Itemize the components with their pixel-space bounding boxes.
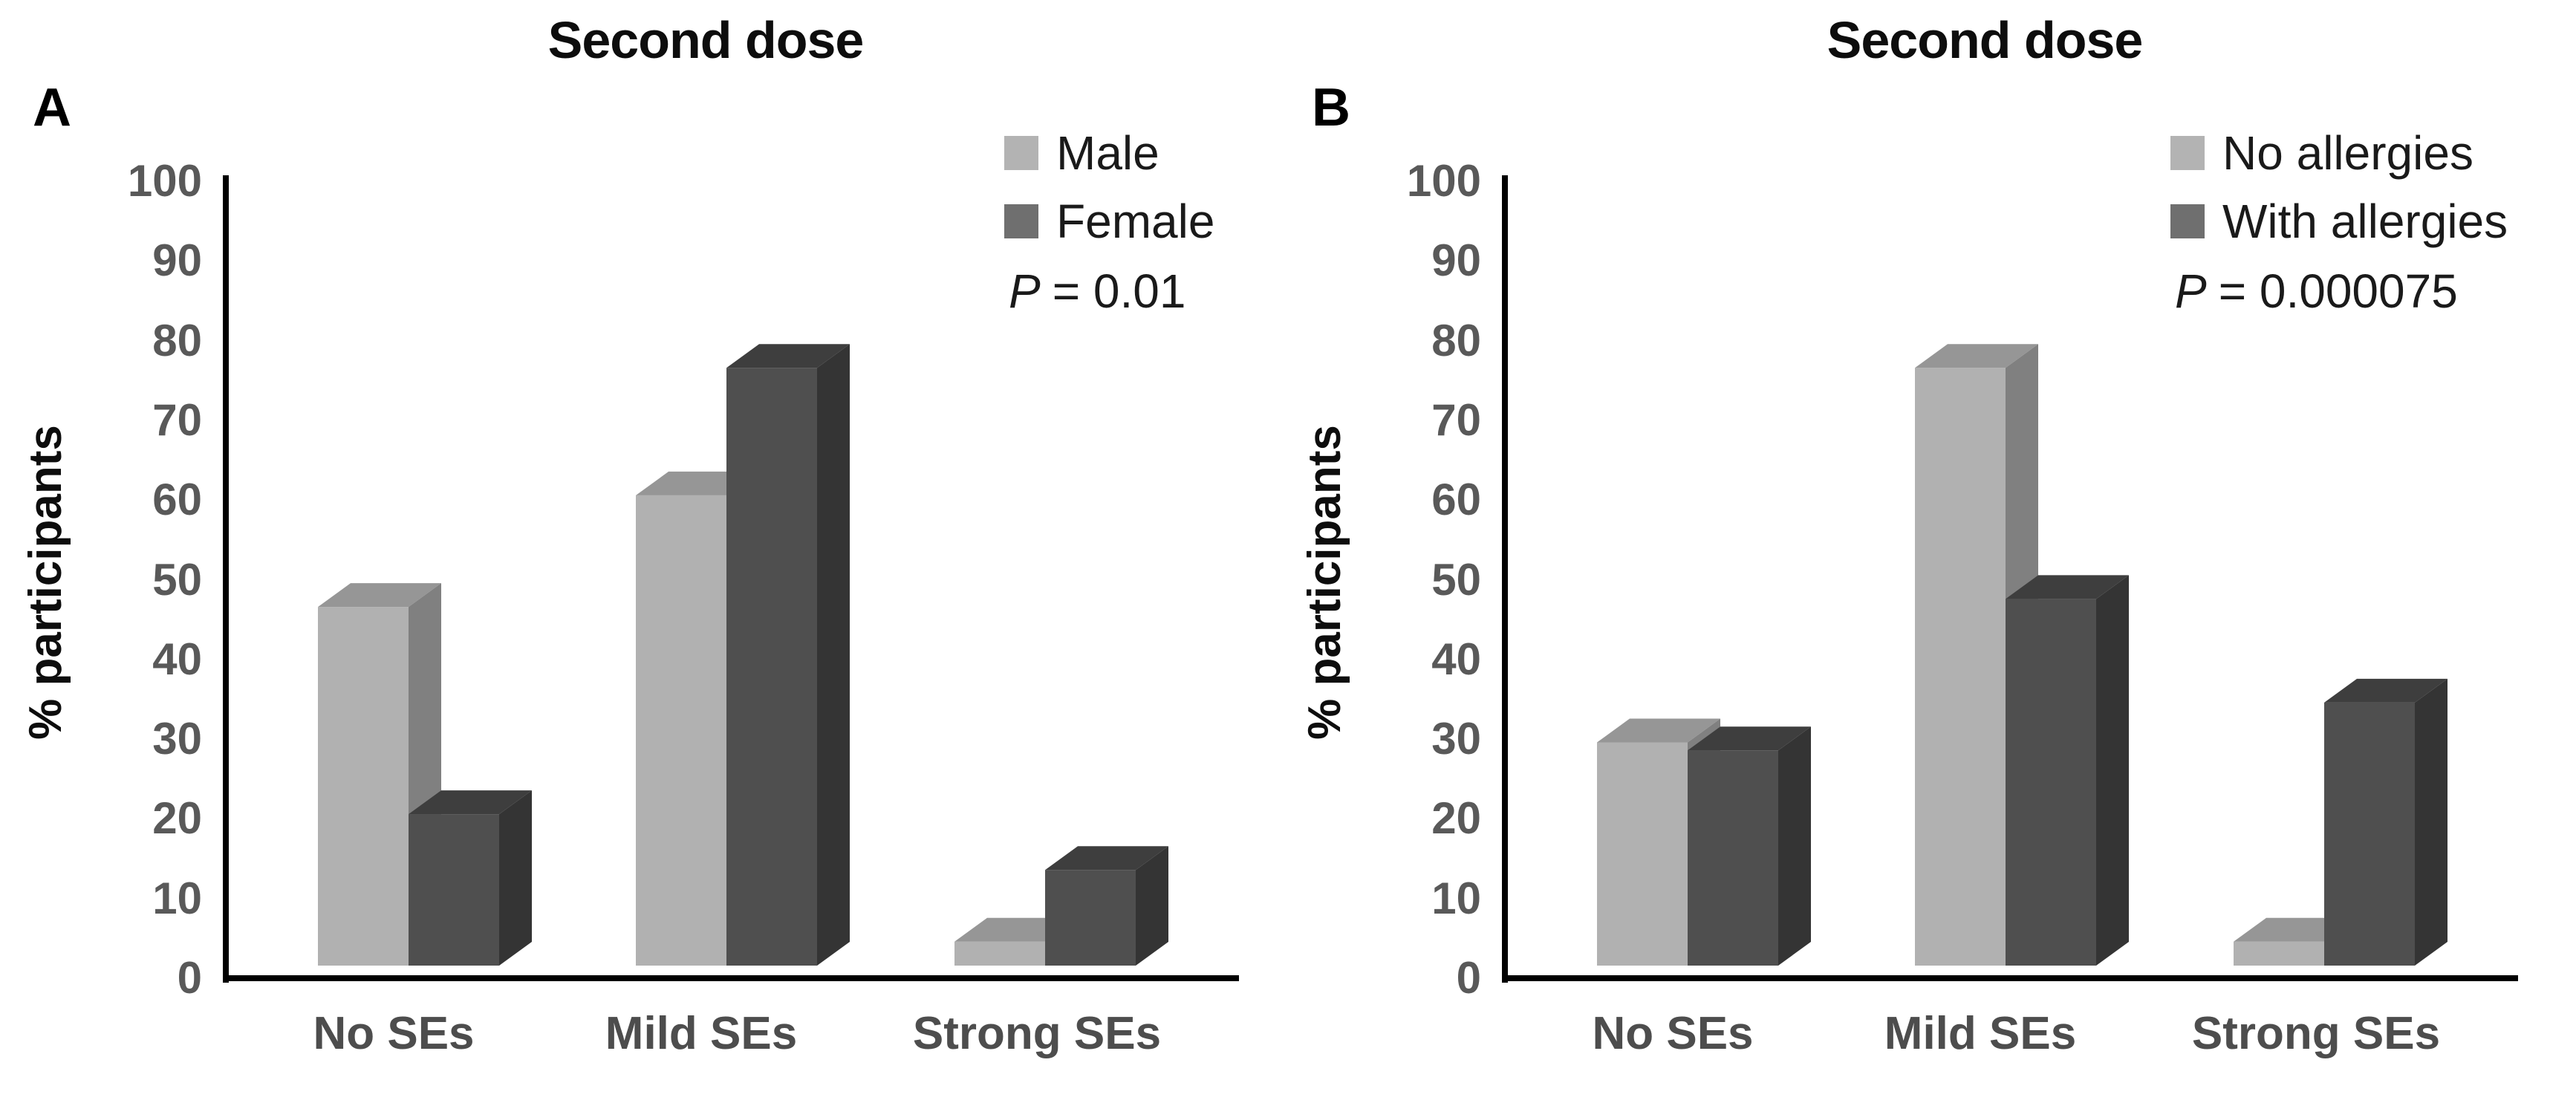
category-label: Mild SEs (1884, 1008, 2077, 1059)
legend-label: Male (1056, 126, 1159, 180)
legend-item: No allergies (2170, 119, 2508, 187)
y-tick-label: 70 (1431, 394, 1481, 445)
p-value-text: = 0.01 (1052, 264, 1186, 318)
y-tick-label: 0 (177, 953, 202, 1003)
legend-item: With allergies (2170, 187, 2508, 256)
legend: Male Female P = 0.01 (1004, 119, 1214, 327)
legend-label: Female (1056, 195, 1215, 248)
category-label: Mild SEs (605, 1008, 798, 1059)
legend: No allergies With allergies P = 0.000075 (2170, 119, 2508, 327)
bar-side-face (1778, 726, 1811, 966)
y-tick-label: 40 (152, 634, 202, 684)
legend-swatch-series-1 (1004, 136, 1038, 170)
bar-top-face (318, 583, 441, 608)
y-tick-label: 50 (1431, 554, 1481, 605)
bar-top-face (2324, 678, 2447, 703)
legend-label: No allergies (2222, 126, 2473, 180)
bar-top-face (2006, 575, 2129, 599)
chart-title: Second dose (547, 11, 865, 69)
bar-front-female (726, 368, 817, 966)
y-tick-label: 50 (152, 554, 202, 605)
legend-swatch-series-2 (1004, 204, 1038, 238)
bar-side-face (1136, 846, 1168, 966)
panel-letter: B (1312, 78, 1350, 137)
y-tick-label: 30 (1431, 714, 1481, 764)
bar-front-female (409, 814, 499, 966)
y-tick-label: 0 (1456, 953, 1481, 1003)
y-tick-label: 10 (152, 873, 202, 923)
bars-plot (1597, 344, 2447, 966)
y-axis-line (1502, 175, 1508, 983)
panel-a: Second dose A % participants Male Female… (20, 11, 1239, 1059)
bar-front-female (1045, 870, 1136, 966)
bar-side-face (2415, 678, 2447, 966)
p-value-text: = 0.000075 (2218, 264, 2458, 318)
bar-front-with-allergies (2006, 599, 2096, 966)
y-tick-label: 30 (152, 714, 202, 764)
y-tick-label: 100 (1406, 156, 1481, 206)
p-symbol: P (2175, 264, 2207, 318)
p-value-annotation: P = 0.01 (1004, 256, 1214, 327)
x-axis-line (1502, 975, 2518, 981)
bar-top-face (1915, 344, 2038, 368)
bar-top-face (1597, 718, 1720, 743)
bar-front-male (954, 941, 1045, 966)
bar-front-no-allergies (1597, 742, 1688, 966)
p-value-annotation: P = 0.000075 (2170, 256, 2508, 327)
y-tick-label: 20 (1431, 793, 1481, 844)
category-label: Strong SEs (2191, 1008, 2441, 1059)
bar-top-face (1045, 846, 1168, 871)
bar-side-face (2096, 575, 2129, 966)
bar-side-face (817, 344, 850, 966)
legend-swatch-series-1 (2170, 136, 2205, 170)
bar-top-face (409, 790, 532, 815)
p-symbol: P (1009, 264, 1041, 318)
y-tick-label: 40 (1431, 634, 1481, 684)
bar-top-face (1688, 726, 1811, 751)
legend-swatch-series-2 (2170, 204, 2205, 238)
panel-b: Second dose B % participants No allergie… (1279, 0, 2576, 1103)
bar-front-male (318, 607, 409, 966)
bar-front-no-allergies (1915, 368, 2006, 966)
chart-title: Second dose (1827, 11, 2144, 69)
bar-side-face (499, 790, 532, 966)
y-tick-label: 90 (1431, 235, 1481, 286)
x-axis-line (223, 975, 1239, 981)
bars-plot (318, 344, 1168, 966)
panel-letter: A (33, 78, 71, 137)
y-tick-label: 80 (1431, 315, 1481, 365)
category-label: Strong SEs (912, 1008, 1162, 1059)
y-tick-label: 20 (152, 793, 202, 844)
y-tick-label: 10 (1431, 873, 1481, 923)
bar-top-face (726, 344, 850, 368)
legend-label: With allergies (2222, 195, 2508, 248)
y-tick-label: 70 (152, 394, 202, 445)
category-label: No SEs (1592, 1008, 1754, 1059)
y-tick-label: 60 (152, 475, 202, 525)
y-axis-line (223, 175, 229, 983)
bar-front-with-allergies (2324, 702, 2415, 966)
y-tick-label: 80 (152, 315, 202, 365)
y-tick-label: 100 (127, 156, 202, 206)
legend-item: Male (1004, 119, 1214, 187)
y-tick-label: 90 (152, 235, 202, 286)
legend-item: Female (1004, 187, 1214, 256)
y-tick-label: 60 (1431, 475, 1481, 525)
bar-front-no-allergies (2234, 941, 2324, 966)
bar-front-male (636, 495, 726, 966)
category-label: No SEs (313, 1008, 475, 1059)
bar-front-with-allergies (1688, 750, 1778, 966)
